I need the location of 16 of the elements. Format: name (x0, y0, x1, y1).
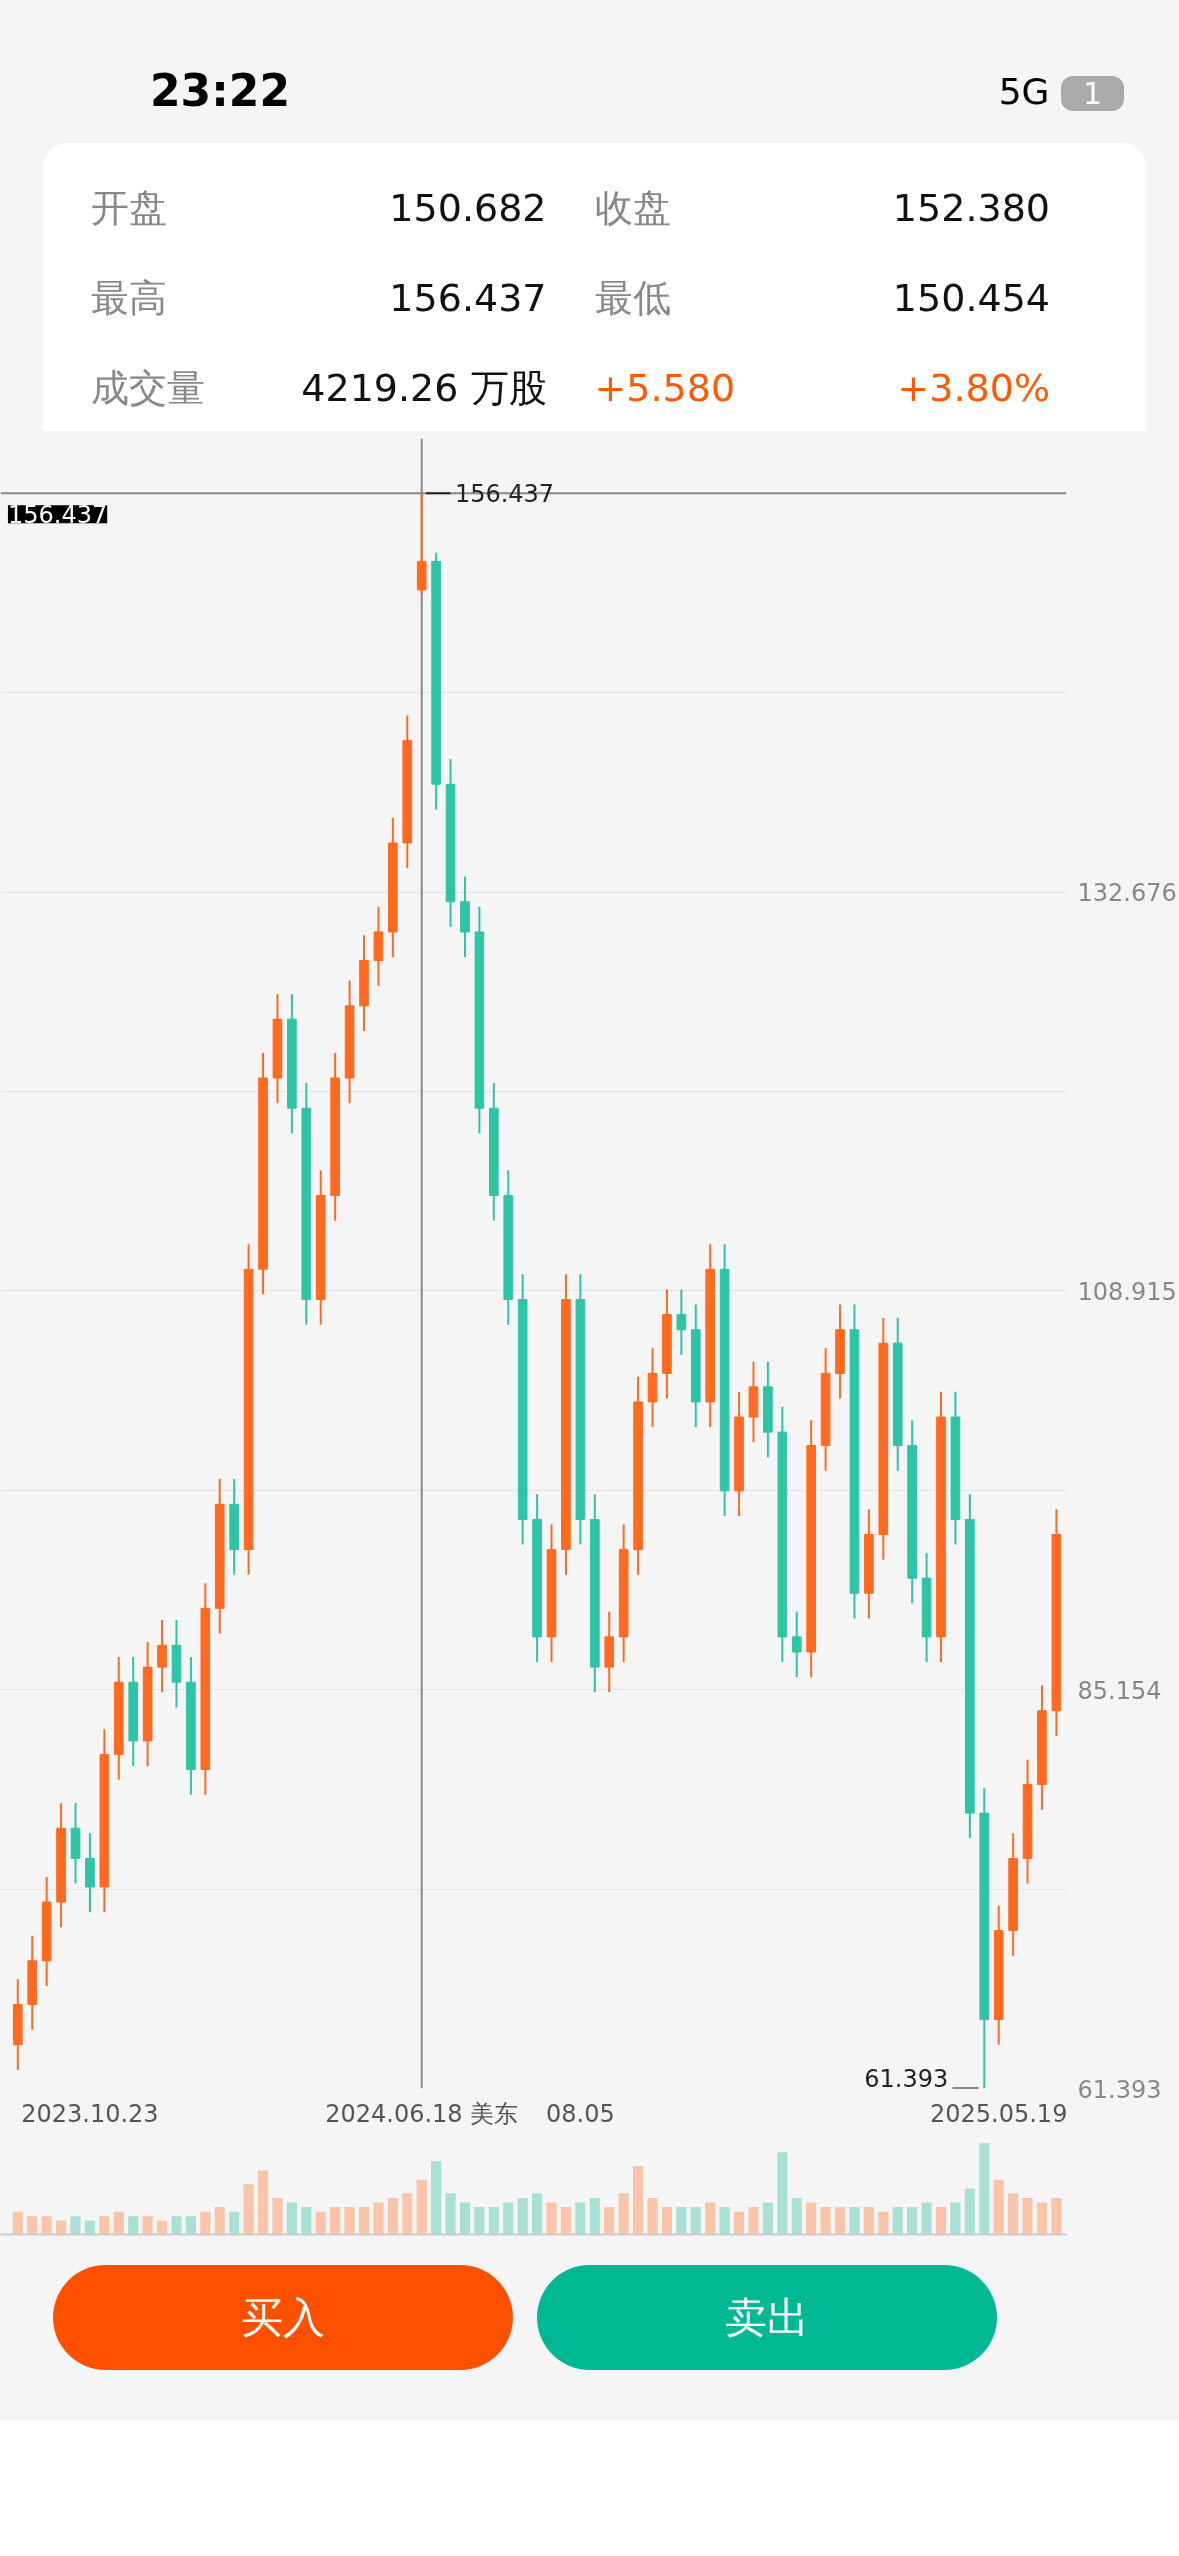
y-tick-label: 61.393 (1077, 2075, 1162, 2104)
x-tick-label: 2025.05.19 (930, 2099, 1068, 2128)
text: 买入 (53, 2265, 513, 2370)
x-tick-label: 2023.10.23 (21, 2099, 159, 2128)
y-tick-label: 85.154 (1077, 1676, 1162, 1705)
text: 1 (1060, 75, 1124, 111)
text: 23:22 (150, 64, 291, 118)
annotation: 156.437 (454, 480, 555, 509)
ref-line-label: 156.437 (7, 501, 108, 530)
x-tick-label: 2024.06.18 美东 (325, 2099, 519, 2128)
x-tick-label: 08.05 (546, 2099, 615, 2128)
text: 卖出 (537, 2265, 997, 2370)
text: 5G (998, 70, 1050, 112)
y-tick-label: 132.676 (1077, 879, 1177, 908)
y-tick-label: 108.915 (1077, 1277, 1177, 1306)
annotation: 61.393 (864, 2064, 949, 2093)
